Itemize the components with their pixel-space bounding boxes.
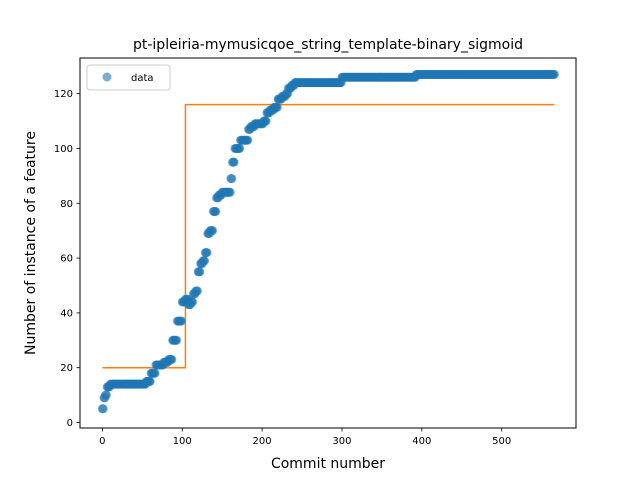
x-tick-label: 300 (332, 436, 351, 447)
y-axis-ticks: 0 20 40 60 80 100 120 (54, 89, 80, 429)
x-axis-label: Commit number (271, 456, 385, 472)
chart-title: pt-ipleiria-mymusicqoe_string_template-b… (133, 37, 523, 53)
data-point (145, 376, 155, 386)
data-point (272, 102, 282, 112)
y-tick-label: 20 (60, 363, 73, 374)
data-point (549, 69, 559, 79)
y-axis-label: Number of instance of a feature (23, 131, 39, 355)
data-points-layer (97, 69, 559, 414)
data-point (227, 174, 237, 184)
axes-frame (79, 57, 577, 429)
fit-line-layer (102, 103, 555, 369)
data-point (261, 116, 271, 126)
data-point (98, 404, 108, 414)
x-tick-label: 100 (173, 436, 192, 447)
data-point (172, 335, 182, 345)
data-point (176, 316, 186, 326)
data-point (225, 187, 235, 197)
legend-label-data: data (131, 73, 154, 84)
plot-area (97, 69, 559, 414)
y-tick-label: 120 (54, 89, 73, 100)
x-tick-label: 200 (253, 436, 272, 447)
x-axis-ticks: 0 100 200 300 400 500 (99, 428, 511, 447)
data-point (192, 286, 202, 296)
y-tick-label: 80 (60, 199, 73, 210)
legend-box (86, 64, 171, 91)
y-tick-label: 40 (60, 308, 73, 319)
legend-marker-data (102, 72, 112, 82)
data-point (235, 143, 245, 153)
legend: data (86, 64, 171, 91)
y-tick-label: 100 (54, 144, 73, 155)
x-tick-label: 500 (492, 436, 511, 447)
data-point (150, 368, 160, 378)
y-tick-label: 60 (60, 254, 73, 265)
y-tick-label: 0 (67, 418, 73, 429)
data-point (211, 206, 221, 216)
data-point (243, 135, 253, 145)
x-tick-label: 0 (99, 436, 105, 447)
data-point (229, 157, 239, 167)
data-point (200, 256, 210, 266)
data-point (202, 248, 212, 258)
data-point (208, 226, 218, 236)
data-point (101, 390, 111, 400)
data-point (188, 297, 198, 307)
data-point (167, 354, 177, 364)
x-tick-label: 400 (412, 436, 431, 447)
fit-line (102, 103, 555, 369)
data-point (195, 267, 205, 277)
